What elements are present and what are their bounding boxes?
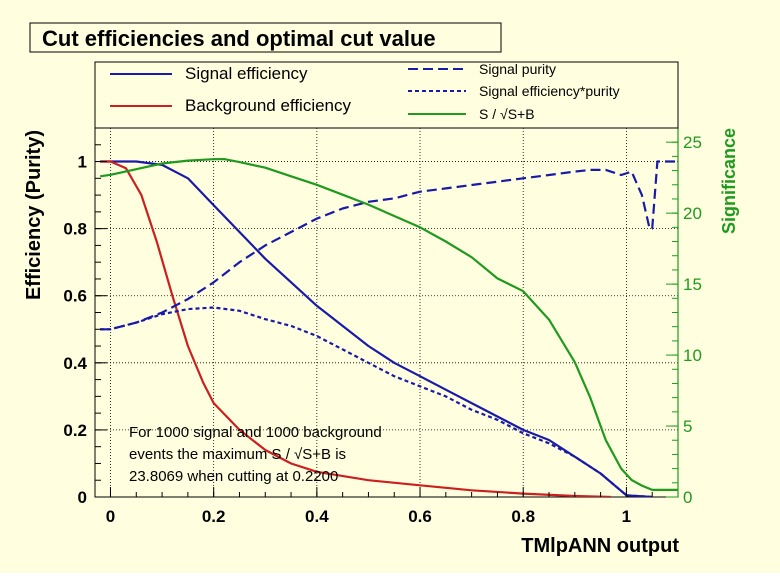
- y-tick-label: 0.6: [63, 287, 87, 306]
- series-line-4: [100, 158, 678, 491]
- annotation-line-1: For 1000 signal and 1000 background: [129, 424, 382, 441]
- x-tick-label: 0.2: [202, 507, 226, 526]
- legend-label-1: Background efficiency: [185, 96, 352, 115]
- y2-tick-label: 15: [683, 275, 702, 294]
- y2-tick-label: 20: [683, 204, 702, 223]
- series-line-1: [100, 160, 611, 497]
- legend: Signal efficiency Background efficiency S…: [94, 61, 679, 129]
- y-axis-title: Efficiency (Purity): [23, 130, 45, 300]
- y2-tick-label: 0: [683, 488, 692, 507]
- y-tick-label: 0: [78, 488, 87, 507]
- grid: [95, 128, 678, 498]
- x-tick-label: 0.8: [511, 507, 535, 526]
- y-tick-label: 0.8: [63, 220, 87, 239]
- title-box: [29, 22, 502, 53]
- x-tick-label: 0: [106, 507, 115, 526]
- y2-tick-label: 10: [683, 346, 702, 365]
- x-tick-label: 0.6: [408, 507, 432, 526]
- x-tick-label: 0.4: [305, 507, 329, 526]
- series-line-3: [100, 306, 653, 497]
- y-tick-label: 1: [78, 153, 87, 172]
- annotation: For 1000 signal and 1000 background even…: [129, 424, 382, 485]
- x-axis-title: TMlpANN output: [521, 535, 679, 557]
- legend-label-3: Signal efficiency*purity: [479, 83, 620, 99]
- legend-label-4: S / √S+B: [479, 106, 535, 122]
- y2-axis-title: Significance: [719, 128, 739, 234]
- legend-label-0: Signal efficiency: [185, 64, 308, 83]
- series-layer: [100, 158, 678, 497]
- series-line-2: [100, 160, 678, 331]
- y-tick-label: 0.4: [63, 354, 87, 373]
- series-line-0: [100, 160, 653, 497]
- plot-area: [94, 127, 679, 498]
- annotation-line-3: 23.8069 when cutting at 0.2200: [129, 468, 338, 485]
- annotation-line-2: events the maximum S / √S+B is: [129, 446, 346, 463]
- y-tick-label: 0.2: [63, 421, 87, 440]
- legend-label-2: Signal purity: [479, 61, 556, 77]
- x-tick-label: 1: [622, 507, 631, 526]
- legend-box: [94, 61, 679, 129]
- legend-right: Signal purity Signal efficiency*purity S /…: [408, 61, 620, 122]
- y2-tick-label: 5: [683, 417, 692, 436]
- y2-tick-label: 25: [683, 133, 702, 152]
- chart-title: Cut efficiencies and optimal cut value: [42, 26, 436, 51]
- legend-left: Signal efficiency Background efficiency: [110, 64, 352, 115]
